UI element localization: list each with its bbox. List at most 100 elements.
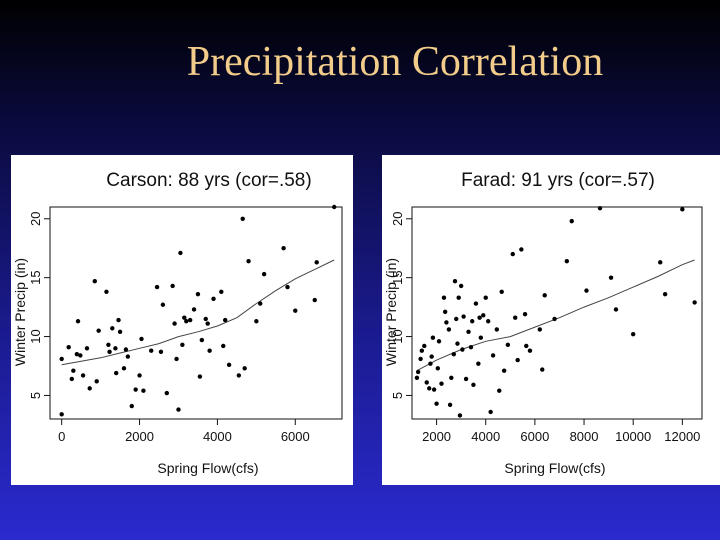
- y-tick-label: 15: [28, 270, 43, 284]
- x-tick-label: 10000: [615, 429, 651, 444]
- x-tick-label: 12000: [664, 429, 700, 444]
- y-tick-label: 5: [28, 392, 43, 399]
- data-point: [312, 297, 317, 303]
- data-point: [172, 321, 177, 326]
- plot-frame: [49, 206, 343, 420]
- data-point: [485, 319, 491, 324]
- data-point: [281, 246, 286, 251]
- data-point: [69, 376, 75, 382]
- data-point: [176, 407, 181, 412]
- data-point: [154, 284, 160, 290]
- data-point: [258, 301, 263, 306]
- x-tick-label: 6000: [520, 429, 549, 444]
- data-point: [203, 316, 208, 322]
- y-tick-label: 20: [28, 212, 43, 226]
- data-point: [113, 370, 119, 376]
- data-point: [569, 218, 574, 224]
- data-point: [59, 356, 64, 362]
- data-point: [418, 356, 423, 362]
- data-point: [499, 289, 504, 294]
- x-tick-label: 6000: [281, 429, 310, 444]
- data-point: [223, 317, 228, 323]
- chart-title: Farad: 91 yrs (cor=.57): [461, 170, 655, 191]
- data-point: [497, 388, 502, 393]
- data-point: [187, 317, 193, 323]
- data-point: [451, 352, 456, 357]
- y-tick-label: 5: [390, 392, 405, 399]
- data-point: [630, 332, 636, 337]
- chart-title: Carson: 88 yrs (cor=.58): [106, 170, 311, 191]
- data-point: [254, 319, 259, 324]
- x-tick-label: 2000: [422, 429, 451, 444]
- data-point: [293, 308, 298, 313]
- y-tick-label: 15: [390, 270, 405, 284]
- data-point: [470, 319, 475, 324]
- data-point: [424, 380, 429, 385]
- x-tick-label: 4000: [203, 429, 232, 444]
- data-point: [107, 349, 112, 355]
- data-point: [170, 283, 175, 289]
- data-point: [431, 387, 437, 392]
- data-point: [449, 375, 454, 380]
- data-point: [513, 315, 518, 320]
- data-point: [537, 327, 542, 332]
- data-point: [129, 403, 134, 409]
- data-point: [501, 368, 507, 373]
- data-point: [447, 402, 453, 408]
- data-point: [597, 205, 603, 211]
- x-tick-label: 4000: [471, 429, 500, 444]
- data-point: [164, 390, 169, 396]
- y-axis-label: Winter Precip (in): [12, 258, 28, 366]
- data-point: [94, 379, 99, 384]
- data-point: [125, 354, 131, 359]
- data-point: [483, 295, 488, 300]
- data-point: [184, 319, 189, 324]
- data-point: [461, 314, 466, 319]
- data-point: [332, 204, 337, 210]
- data-point: [96, 328, 101, 333]
- data-point: [191, 307, 197, 312]
- data-point: [182, 315, 187, 320]
- x-tick-label: 0: [58, 429, 65, 444]
- x-tick-label: 8000: [570, 429, 599, 444]
- x-tick-label: 2000: [125, 429, 154, 444]
- data-point: [434, 401, 439, 406]
- data-point: [552, 316, 557, 322]
- data-point: [123, 347, 129, 352]
- data-point: [180, 342, 185, 347]
- data-point: [174, 356, 179, 362]
- carson-scatter-chart: Carson: 88 yrs (cor=.58) Spring Flow(cfs…: [12, 170, 343, 476]
- data-point: [242, 366, 247, 371]
- data-point: [454, 316, 459, 322]
- data-point: [66, 344, 71, 350]
- data-point: [540, 367, 545, 372]
- data-point: [613, 307, 619, 312]
- data-point: [488, 409, 493, 415]
- data-point: [481, 313, 486, 318]
- data-point: [133, 387, 138, 392]
- data-point: [113, 346, 118, 351]
- data-point: [510, 251, 515, 257]
- data-point: [494, 327, 499, 332]
- x-axis-label: Spring Flow(cfs): [504, 460, 605, 476]
- slide-title: Precipitation Correlation: [186, 39, 604, 85]
- data-point: [139, 336, 144, 342]
- data-point: [608, 275, 614, 280]
- data-point: [92, 279, 97, 284]
- data-point: [519, 247, 524, 252]
- data-point: [221, 343, 226, 349]
- data-point: [419, 348, 425, 353]
- data-point: [427, 386, 432, 391]
- data-point: [455, 341, 460, 346]
- data-point: [473, 301, 479, 306]
- data-point: [121, 366, 127, 371]
- data-point: [195, 291, 201, 297]
- data-point: [460, 347, 465, 352]
- data-point: [84, 346, 90, 351]
- data-point: [199, 337, 205, 343]
- y-tick-label: 10: [390, 329, 405, 343]
- data-point: [116, 317, 121, 323]
- data-point: [205, 321, 210, 326]
- data-point: [285, 284, 290, 290]
- data-point: [527, 348, 533, 353]
